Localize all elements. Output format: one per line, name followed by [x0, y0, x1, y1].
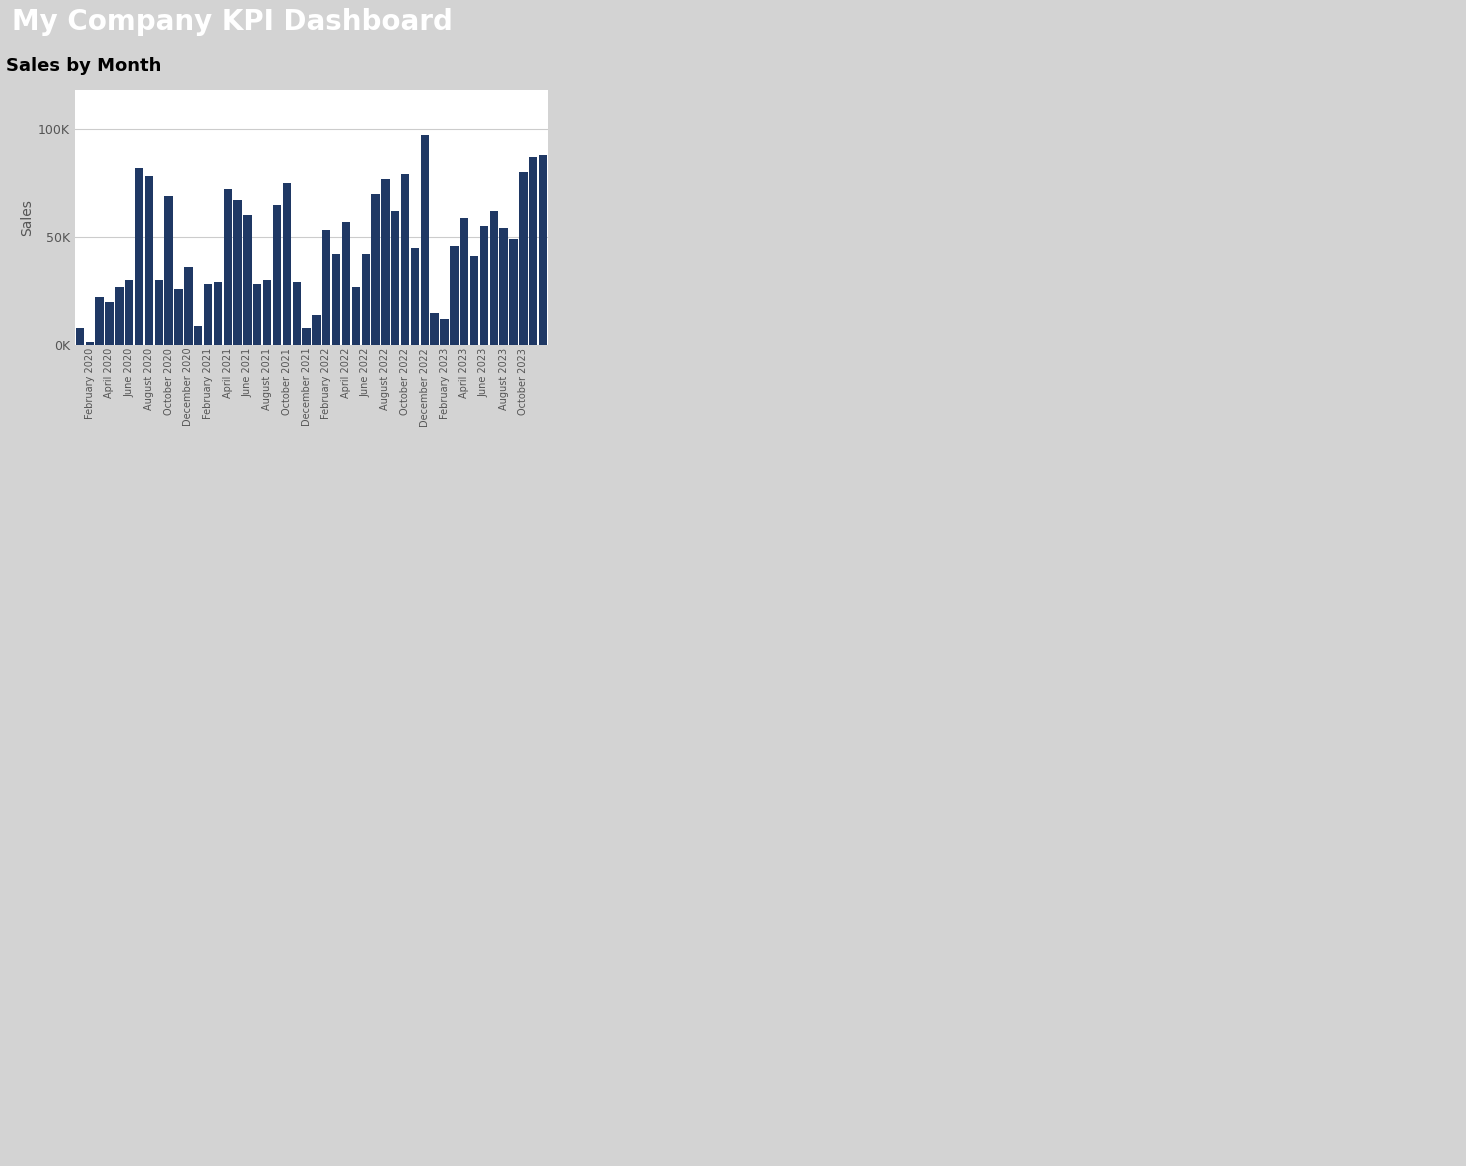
Bar	[471, 257, 478, 345]
Bar	[214, 282, 221, 345]
Bar	[529, 157, 538, 345]
Bar	[302, 328, 311, 345]
Bar	[331, 254, 340, 345]
Bar	[135, 168, 144, 345]
Bar	[490, 211, 498, 345]
Bar	[312, 315, 321, 345]
Bar	[431, 312, 438, 345]
Bar	[76, 328, 84, 345]
Y-axis label: Sales: Sales	[21, 199, 34, 236]
Bar	[262, 280, 271, 345]
Bar	[440, 319, 449, 345]
Bar	[174, 289, 183, 345]
Bar	[223, 189, 232, 345]
Text: Sales by Month: Sales by Month	[6, 57, 161, 75]
Bar	[293, 282, 301, 345]
Bar	[145, 176, 152, 345]
Bar	[509, 239, 517, 345]
Bar	[273, 204, 281, 345]
Bar	[500, 229, 507, 345]
Bar	[204, 285, 213, 345]
Bar	[243, 216, 252, 345]
Bar	[254, 285, 261, 345]
Bar	[539, 155, 547, 345]
Bar	[342, 222, 350, 345]
Bar	[194, 325, 202, 345]
Bar	[164, 196, 173, 345]
Bar	[283, 183, 292, 345]
Bar	[125, 280, 133, 345]
Bar	[352, 287, 361, 345]
Bar	[185, 267, 192, 345]
Bar	[95, 297, 104, 345]
Bar	[410, 247, 419, 345]
Bar	[391, 211, 399, 345]
Bar	[400, 174, 409, 345]
Bar	[421, 135, 430, 345]
Text: My Company KPI Dashboard: My Company KPI Dashboard	[12, 8, 453, 36]
Bar	[479, 226, 488, 345]
Bar	[519, 173, 528, 345]
Bar	[154, 280, 163, 345]
Bar	[323, 231, 330, 345]
Bar	[362, 254, 369, 345]
Bar	[233, 201, 242, 345]
Bar	[106, 302, 114, 345]
Bar	[85, 342, 94, 345]
Bar	[450, 246, 459, 345]
Bar	[371, 194, 380, 345]
Bar	[381, 178, 390, 345]
Bar	[460, 218, 469, 345]
Bar	[116, 287, 123, 345]
